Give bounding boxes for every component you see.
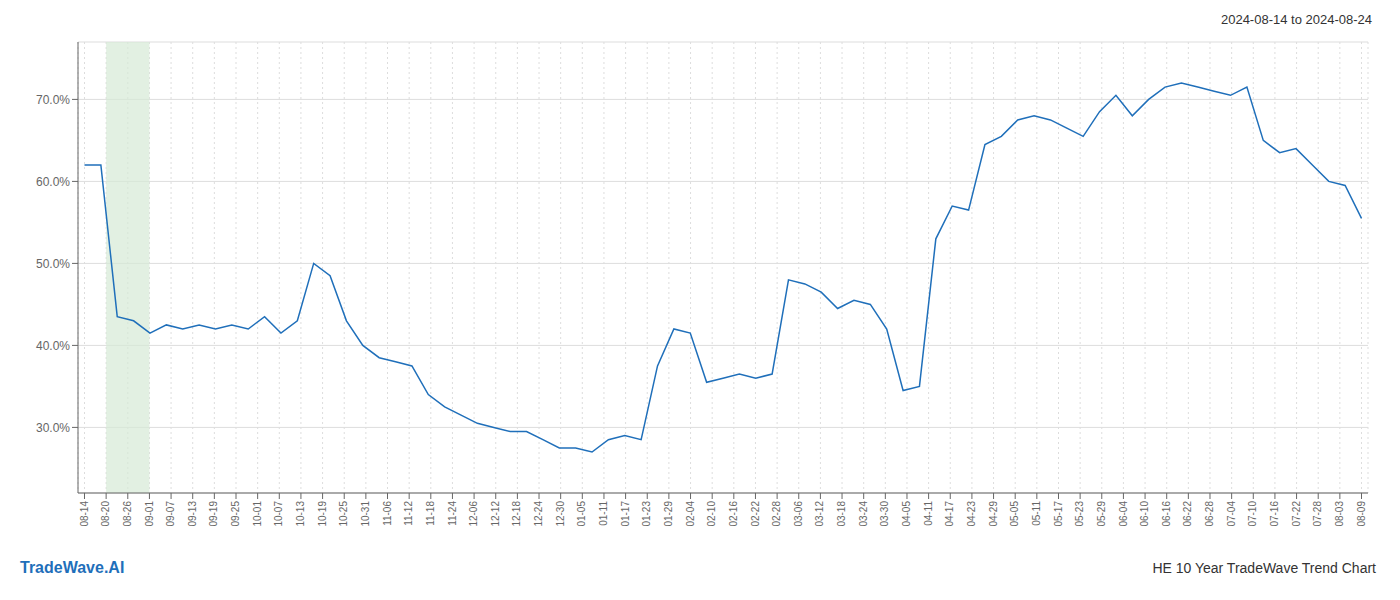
svg-text:06-10: 06-10 <box>1139 501 1150 527</box>
svg-text:08-14: 08-14 <box>79 501 90 527</box>
svg-text:06-16: 06-16 <box>1161 501 1172 527</box>
svg-text:10-19: 10-19 <box>317 501 328 527</box>
svg-text:02-22: 02-22 <box>750 501 761 527</box>
svg-text:10-31: 10-31 <box>360 501 371 527</box>
svg-text:09-01: 09-01 <box>144 501 155 527</box>
svg-text:07-28: 07-28 <box>1312 501 1323 527</box>
svg-text:60.0%: 60.0% <box>36 175 70 189</box>
svg-text:02-10: 02-10 <box>706 501 717 527</box>
svg-text:01-17: 01-17 <box>620 501 631 527</box>
svg-text:12-06: 12-06 <box>468 501 479 527</box>
svg-text:11-06: 11-06 <box>382 501 393 526</box>
svg-text:03-12: 03-12 <box>814 501 825 527</box>
html-text:HE 10 Year TradeWave Trend Cha: HE 10 Year TradeWave Trend Chart <box>1152 560 1376 576</box>
svg-text:07-22: 07-22 <box>1291 501 1302 527</box>
html-text:TradeWave.AI: TradeWave.AI <box>20 559 125 576</box>
svg-text:11-12: 11-12 <box>403 501 414 526</box>
svg-text:04-17: 04-17 <box>944 501 955 527</box>
svg-text:07-10: 07-10 <box>1247 501 1258 527</box>
svg-text:07-04: 07-04 <box>1226 501 1237 527</box>
svg-text:05-11: 05-11 <box>1031 501 1042 526</box>
svg-text:05-17: 05-17 <box>1053 501 1064 527</box>
svg-text:10-13: 10-13 <box>295 501 306 527</box>
svg-text:12-30: 12-30 <box>555 501 566 527</box>
svg-text:10-07: 10-07 <box>273 501 284 527</box>
svg-text:09-13: 09-13 <box>187 501 198 527</box>
svg-text:12-12: 12-12 <box>490 501 501 527</box>
svg-text:03-18: 03-18 <box>836 501 847 527</box>
svg-text:05-29: 05-29 <box>1096 501 1107 527</box>
svg-text:04-23: 04-23 <box>966 501 977 527</box>
svg-text:11-24: 11-24 <box>447 501 458 526</box>
svg-text:06-04: 06-04 <box>1118 501 1129 527</box>
svg-text:01-11: 01-11 <box>598 501 609 526</box>
svg-text:05-23: 05-23 <box>1074 501 1085 527</box>
svg-text:02-28: 02-28 <box>771 501 782 527</box>
svg-text:08-20: 08-20 <box>100 501 111 527</box>
svg-text:02-16: 02-16 <box>728 501 739 527</box>
svg-text:07-16: 07-16 <box>1269 501 1280 527</box>
svg-text:08-03: 08-03 <box>1334 501 1345 527</box>
svg-text:05-05: 05-05 <box>1009 501 1020 527</box>
svg-text:01-23: 01-23 <box>641 501 652 527</box>
html-text:2024-08-14 to 2024-08-24: 2024-08-14 to 2024-08-24 <box>1220 12 1372 27</box>
svg-text:02-04: 02-04 <box>685 501 696 527</box>
svg-text:40.0%: 40.0% <box>36 339 70 353</box>
svg-text:50.0%: 50.0% <box>36 257 70 271</box>
svg-text:01-05: 01-05 <box>576 501 587 527</box>
svg-text:12-18: 12-18 <box>511 501 522 527</box>
svg-text:04-29: 04-29 <box>988 501 999 527</box>
svg-text:03-24: 03-24 <box>858 501 869 527</box>
svg-text:09-25: 09-25 <box>230 501 241 527</box>
svg-text:12-24: 12-24 <box>533 501 544 527</box>
svg-text:08-26: 08-26 <box>122 501 133 527</box>
svg-text:04-11: 04-11 <box>923 501 934 526</box>
svg-text:70.0%: 70.0% <box>36 93 70 107</box>
svg-text:06-22: 06-22 <box>1182 501 1193 527</box>
svg-text:08-09: 08-09 <box>1356 501 1367 527</box>
svg-text:01-29: 01-29 <box>663 501 674 527</box>
svg-text:09-19: 09-19 <box>208 501 219 527</box>
svg-text:10-01: 10-01 <box>252 501 263 527</box>
svg-text:06-28: 06-28 <box>1204 501 1215 527</box>
svg-text:04-05: 04-05 <box>901 501 912 527</box>
svg-text:03-06: 03-06 <box>793 501 804 527</box>
svg-text:10-25: 10-25 <box>338 501 349 527</box>
svg-text:30.0%: 30.0% <box>36 421 70 435</box>
svg-text:03-30: 03-30 <box>879 501 890 527</box>
svg-text:09-07: 09-07 <box>165 501 176 527</box>
svg-text:11-18: 11-18 <box>425 501 436 526</box>
